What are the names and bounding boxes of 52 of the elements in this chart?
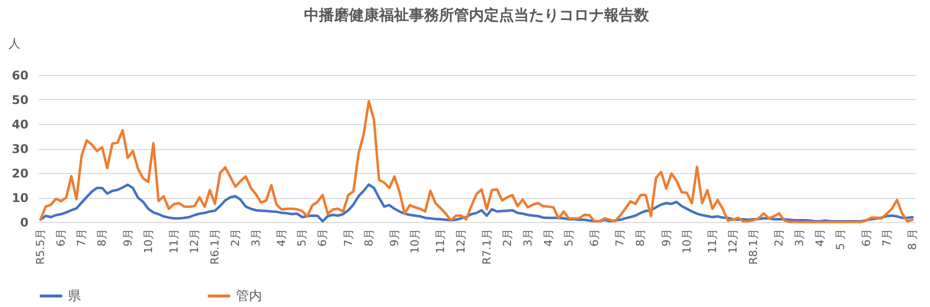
x-tick-label: R7.1月 xyxy=(480,228,494,265)
y-tick-label: 0 xyxy=(20,216,28,230)
x-tick-label: 4月 xyxy=(275,228,288,246)
x-tick-label: 11月 xyxy=(434,228,448,254)
line-series xyxy=(39,100,914,224)
x-tick-label: 7月 xyxy=(614,228,627,246)
legend-label: 管内 xyxy=(236,289,262,304)
y-tick-label: 30 xyxy=(12,142,28,156)
y-tick-label: 40 xyxy=(12,118,28,132)
x-tick-label: 12月 xyxy=(726,228,740,254)
x-tick-label: 4月 xyxy=(814,228,827,246)
x-tick-label: 2月 xyxy=(500,228,514,246)
x-tick-label: 10月 xyxy=(142,228,155,254)
y-tick-label: 20 xyxy=(12,166,28,180)
x-tick-label: 2月 xyxy=(228,228,242,246)
x-tick-label: 7月 xyxy=(342,228,355,246)
y-tick-label: 50 xyxy=(12,93,28,107)
x-tick-label: 6月 xyxy=(54,228,68,246)
x-tick-label: 6月 xyxy=(588,228,601,246)
x-tick-label: 12月 xyxy=(454,228,468,254)
x-tick-label: R5.5月 xyxy=(34,228,48,265)
x-tick-label: 10月 xyxy=(680,228,694,254)
x-tick-label: 3月 xyxy=(249,228,262,246)
y-axis-title: 人 xyxy=(8,36,20,50)
x-tick-label: 6月 xyxy=(316,228,330,246)
x-tick-label: 3月 xyxy=(793,228,806,246)
x-tick-label: 9月 xyxy=(388,228,401,246)
x-tick-label: 11月 xyxy=(167,228,180,254)
x-tick-label: 5月 xyxy=(562,228,576,246)
y-tick-label: 10 xyxy=(12,191,28,205)
chart-title: 中播磨健康福祉事務所管内定点当たりコロナ報告数 xyxy=(304,6,650,24)
x-tick-label: 3月 xyxy=(521,228,534,246)
x-tick-label: 9月 xyxy=(660,228,673,246)
x-tick-label: R8.1月 xyxy=(746,228,760,265)
x-tick-label: 11月 xyxy=(706,228,719,254)
x-tick-label: 8月 xyxy=(634,228,648,246)
x-tick-label: 8 月 xyxy=(906,228,919,250)
x-tick-label: R6.1月 xyxy=(208,228,222,265)
x-tick-label: 8月 xyxy=(362,228,376,246)
x-tick-label: 5月 xyxy=(296,228,309,246)
x-tick-label: 7月 xyxy=(880,228,894,246)
legend-label: 県 xyxy=(68,289,81,304)
x-tick-label: 6月 xyxy=(860,228,873,246)
x-tick-label: 4月 xyxy=(542,228,555,246)
y-tick-label: 60 xyxy=(12,68,28,82)
x-tick-label: 2月 xyxy=(772,228,786,246)
x-tick-label: 7月 xyxy=(75,228,88,246)
x-tick-label: 9月 xyxy=(121,228,134,246)
x-tick-label: 8月 xyxy=(96,228,109,246)
x-tick-label: 10月 xyxy=(408,228,422,254)
x-tick-label: 12月 xyxy=(188,228,201,254)
x-tick-label: 5 月 xyxy=(834,228,848,250)
